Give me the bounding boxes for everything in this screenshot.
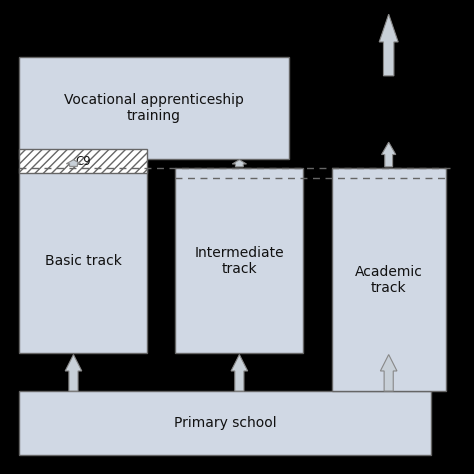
Polygon shape (65, 355, 82, 391)
Polygon shape (380, 355, 397, 391)
Bar (332, 168, 446, 391)
Bar (175, 168, 303, 353)
Polygon shape (66, 160, 81, 166)
Text: Vocational apprenticeship
training: Vocational apprenticeship training (64, 93, 244, 123)
Text: C9: C9 (75, 155, 91, 168)
Text: Basic track: Basic track (45, 254, 121, 268)
Polygon shape (382, 142, 396, 167)
Bar (19, 168, 147, 353)
Text: Primary school: Primary school (174, 416, 276, 430)
Polygon shape (232, 160, 246, 167)
Bar (19, 391, 431, 455)
Polygon shape (231, 355, 247, 391)
Bar (19, 57, 289, 159)
Bar (19, 149, 147, 173)
Text: Academic
track: Academic track (355, 264, 423, 295)
Polygon shape (379, 14, 398, 76)
Text: Intermediate
track: Intermediate track (194, 246, 284, 276)
